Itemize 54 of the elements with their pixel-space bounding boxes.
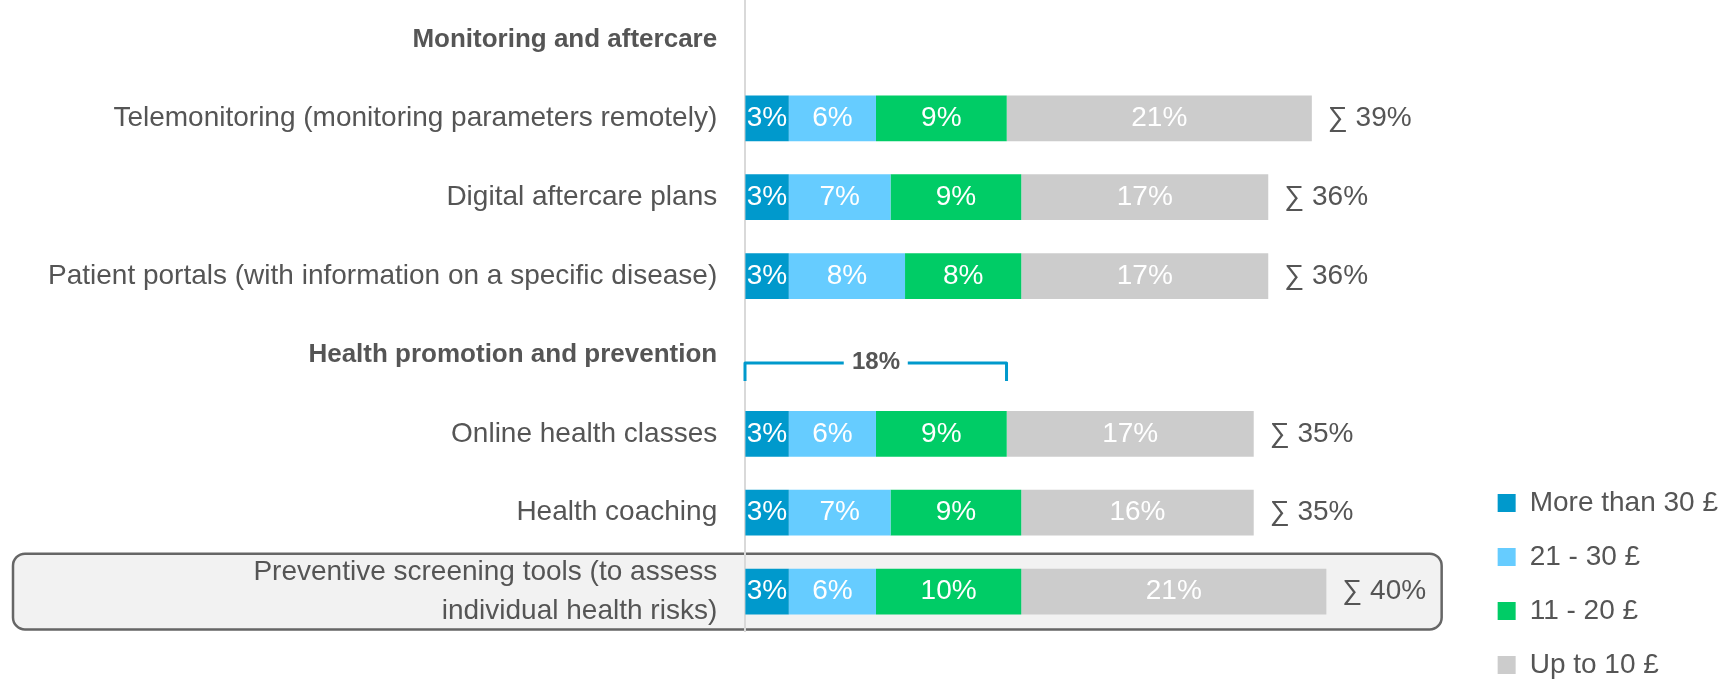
bar (1006, 95, 1312, 142)
data-label: 7% (819, 179, 860, 211)
legend-label: Up to 10 £ (1529, 647, 1660, 679)
bar (1021, 174, 1269, 221)
total-label: ∑ 40% (1342, 574, 1427, 606)
data-label: 3% (746, 416, 788, 448)
data-label: 3% (746, 179, 788, 211)
data-label: 3% (746, 495, 788, 527)
bar (1021, 253, 1269, 299)
y-tick-label: Telemonitoring (monitoring parameters remotely) (113, 101, 718, 133)
total-label: ∑ 36% (1284, 258, 1369, 290)
data-label: 9% (935, 495, 977, 527)
bar (890, 489, 1022, 536)
y-tick-label: Digital aftercare plans (446, 179, 718, 211)
bar (1006, 410, 1254, 457)
y-tick-label: Monitoring and aftercare (412, 22, 718, 53)
bar (875, 568, 1022, 615)
total-label: ∑ 35% (1269, 416, 1354, 448)
data-label: 9% (935, 179, 977, 211)
data-label: 7% (819, 495, 860, 527)
bar (788, 489, 891, 536)
y-tick-label: Preventive screening tools (to assess individual health risks) (253, 554, 718, 625)
legend-label: 11 - 20 £ (1529, 593, 1639, 625)
y-tick-label: Health promotion and prevention (308, 338, 718, 369)
data-label: 6% (812, 101, 853, 133)
bar (905, 253, 1022, 299)
annotation: 18% (851, 347, 900, 375)
data-label: 3% (746, 574, 788, 606)
legend-label: More than 30 £ (1529, 485, 1719, 517)
total-label: ∑ 36% (1284, 179, 1369, 211)
total-label: ∑ 39% (1327, 101, 1412, 133)
data-label: 8% (942, 258, 984, 290)
data-label: 9% (921, 416, 962, 448)
data-label: 6% (812, 574, 853, 606)
data-label: 8% (826, 258, 868, 290)
data-label: 9% (921, 101, 962, 133)
data-label: 6% (812, 416, 853, 448)
data-label: 10% (920, 574, 977, 606)
data-label: 3% (746, 258, 788, 290)
bar (875, 95, 1007, 142)
bar (788, 174, 891, 221)
y-tick-label: Patient portals (with information on a specific disease) (47, 258, 718, 290)
y-tick-label: Online health classes (451, 416, 718, 448)
data-label: 3% (746, 101, 788, 133)
y-tick-label: Health coaching (516, 495, 718, 527)
bar (875, 410, 1007, 457)
legend-label: 21 - 30 £ (1529, 539, 1641, 571)
total-label: ∑ 35% (1269, 495, 1354, 527)
bar (788, 253, 906, 299)
bar (1021, 568, 1327, 615)
bar (788, 95, 876, 142)
bar (788, 410, 876, 457)
bar (890, 174, 1022, 221)
bar (1021, 489, 1254, 536)
